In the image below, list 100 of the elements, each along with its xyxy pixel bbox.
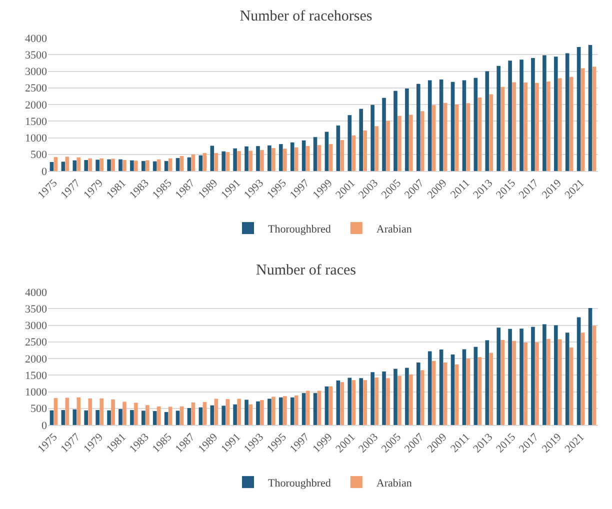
- bar: [306, 390, 310, 425]
- y-tick-label: 2500: [25, 336, 48, 349]
- bar: [328, 144, 333, 171]
- bar: [202, 402, 207, 425]
- bar: [168, 158, 172, 171]
- bar: [313, 393, 318, 425]
- bar: [96, 410, 100, 425]
- bar: [72, 160, 77, 171]
- y-tick-label: 1500: [25, 370, 48, 382]
- bar: [569, 348, 574, 425]
- bar: [520, 60, 524, 171]
- bar: [156, 406, 161, 425]
- y-tick-label: 2000: [25, 99, 48, 112]
- bar: [542, 324, 546, 425]
- bar: [260, 400, 264, 425]
- bar: [118, 409, 122, 425]
- bar: [226, 399, 230, 425]
- bar: [531, 326, 535, 425]
- bar: [324, 132, 329, 171]
- bar: [176, 158, 180, 171]
- bar: [554, 325, 558, 425]
- bar: [248, 150, 252, 171]
- y-tick-label: 3500: [25, 303, 48, 316]
- bar: [336, 380, 340, 425]
- bar: [588, 308, 592, 425]
- x-tick-label: 1981: [104, 177, 128, 202]
- bar: [588, 44, 592, 171]
- bar: [96, 160, 100, 171]
- y-tick-label: 3000: [25, 66, 48, 78]
- bar: [450, 82, 455, 171]
- bar: [146, 160, 150, 171]
- bar: [386, 378, 390, 425]
- bar: [394, 90, 398, 171]
- bar: [72, 409, 77, 425]
- bar: [268, 145, 272, 171]
- bar: [237, 398, 241, 425]
- bar: [294, 147, 298, 171]
- bar: [302, 393, 306, 425]
- bar: [576, 46, 581, 171]
- bar: [187, 408, 192, 425]
- bar: [374, 126, 378, 171]
- bar: [352, 380, 356, 425]
- bar: [443, 102, 448, 171]
- bar: [214, 153, 218, 171]
- bar: [508, 328, 512, 425]
- bar: [462, 349, 466, 425]
- bar: [164, 161, 168, 171]
- legend-label: Thoroughbred: [268, 223, 332, 236]
- bar: [450, 354, 455, 425]
- bar: [76, 397, 81, 425]
- bar: [317, 145, 322, 171]
- bar: [180, 156, 184, 171]
- bar: [546, 82, 550, 171]
- bar: [122, 402, 126, 425]
- bar: [359, 378, 363, 425]
- bar: [168, 406, 172, 425]
- bar: [359, 108, 363, 171]
- bar: [340, 382, 344, 425]
- bar: [107, 159, 111, 171]
- bar: [348, 378, 352, 425]
- bar: [524, 82, 528, 171]
- y-tick-label: 0: [42, 420, 48, 432]
- bar: [214, 398, 218, 425]
- bar: [256, 401, 260, 425]
- bar: [428, 80, 432, 171]
- legend-label: Arabian: [376, 223, 412, 236]
- bar: [134, 402, 138, 425]
- bar: [462, 80, 466, 171]
- bar: [466, 358, 470, 425]
- bar: [290, 142, 294, 171]
- bar: [512, 340, 516, 425]
- bar: [592, 66, 596, 171]
- bar: [580, 332, 585, 425]
- y-tick-label: 1500: [25, 116, 48, 128]
- bar: [336, 125, 340, 171]
- bar: [524, 342, 528, 425]
- bar: [558, 78, 562, 171]
- bar: [156, 159, 161, 171]
- bar: [370, 372, 374, 425]
- bar: [535, 82, 539, 171]
- y-tick-label: 4000: [25, 32, 48, 45]
- bar: [122, 160, 126, 171]
- bar: [546, 338, 550, 425]
- bar: [535, 342, 539, 425]
- bar: [272, 148, 276, 171]
- bar: [580, 68, 585, 171]
- bar: [485, 71, 490, 171]
- y-tick-label: 500: [30, 403, 48, 416]
- bar: [210, 405, 214, 425]
- bar: [454, 104, 459, 171]
- bar: [500, 86, 505, 171]
- bar: [454, 364, 459, 425]
- bar: [348, 115, 352, 171]
- y-tick-label: 0: [42, 166, 48, 178]
- bar: [306, 146, 310, 171]
- bar: [478, 98, 482, 171]
- bar: [54, 157, 58, 171]
- bar: [394, 368, 398, 425]
- bar: [65, 398, 70, 425]
- bar: [237, 151, 241, 171]
